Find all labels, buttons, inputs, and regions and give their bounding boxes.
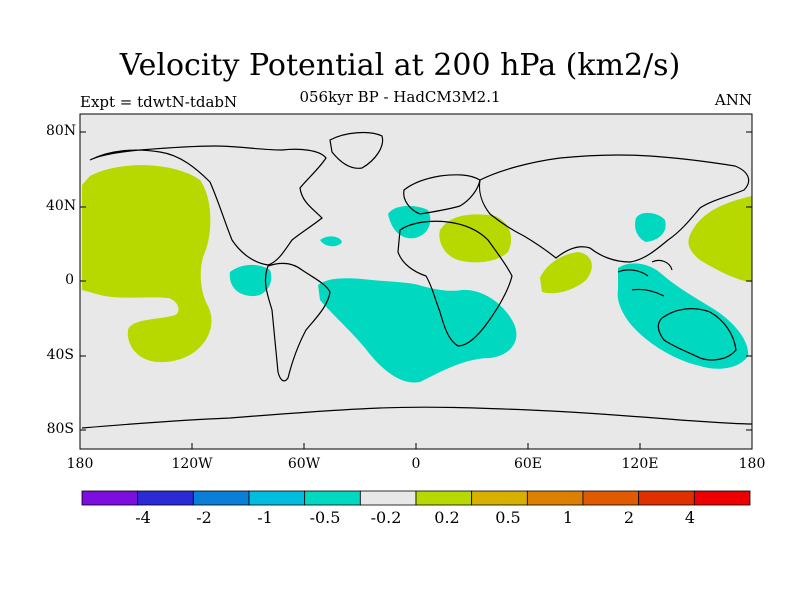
colorbar-segment — [137, 490, 194, 506]
colorbar-segment — [192, 490, 250, 506]
lon-tick-label: 0 — [411, 456, 421, 472]
west-pacific-positive-region — [688, 196, 752, 282]
colorbar-label: 0.2 — [434, 508, 460, 527]
colorbar-label: -1 — [257, 508, 273, 527]
lon-tick-label: 60E — [513, 456, 543, 472]
lat-tick-label: 80N — [46, 123, 77, 139]
colorbar-label: 4 — [684, 508, 696, 527]
lon-tick-label: 60W — [287, 456, 321, 472]
indian-ocean-positive-region — [540, 252, 592, 294]
colorbar-label: 1 — [562, 508, 574, 527]
colorbar-label: 0.5 — [495, 508, 521, 527]
page-subtitle: 056kyr BP - HadCM3M2.1 — [299, 88, 501, 106]
lat-tick-label: 0 — [65, 272, 74, 288]
colorbar-label: -4 — [135, 508, 151, 527]
antarctica-coastline — [81, 406, 753, 429]
lat-tick-label: 40N — [46, 198, 77, 214]
maritime-continent-negative-region — [617, 263, 749, 369]
greenland-coastline — [329, 131, 384, 169]
colorbar-label: -2 — [196, 508, 212, 527]
east-asia-negative-region — [635, 212, 666, 242]
indonesia-coastline — [617, 259, 673, 297]
colorbar-label: -0.5 — [309, 508, 341, 527]
europe-coastline — [403, 174, 481, 215]
colorbar-segment — [471, 490, 528, 506]
lon-tick-label: 180 — [738, 456, 766, 472]
colorbar-segment — [415, 490, 473, 506]
colorbar-label: -0.2 — [370, 508, 402, 527]
lon-tick-label: 120W — [171, 456, 213, 472]
africa-coastline — [397, 220, 513, 347]
colorbar-segment — [693, 490, 751, 506]
mid-atlantic-small-negative-region — [320, 236, 342, 247]
colorbar-segment — [526, 490, 584, 506]
colorbar-segment — [638, 490, 695, 506]
coastlines — [81, 131, 753, 429]
colorbar-segment — [582, 490, 640, 506]
colorbar-segment — [81, 490, 139, 506]
colorbar-segment — [248, 490, 306, 506]
north-pacific-positive-region — [82, 165, 212, 363]
australia-coastline — [657, 308, 737, 361]
north-africa-positive-region — [439, 214, 512, 263]
asia-coastline — [478, 154, 750, 263]
longitude-tick-marks — [79, 443, 753, 449]
colorbar-segment — [304, 490, 361, 506]
lon-tick-label: 120E — [621, 456, 659, 472]
south-atlantic-negative-region — [318, 278, 517, 383]
latitude-tick-marks — [80, 131, 752, 431]
colorbar — [81, 490, 751, 506]
colorbar-label: 2 — [623, 508, 635, 527]
experiment-label: Expt = tdwtN-tdabN — [80, 93, 238, 111]
north-america-coastline — [89, 145, 327, 266]
lat-tick-label: 40S — [46, 347, 74, 363]
lon-tick-label: 180 — [66, 456, 94, 472]
season-label: ANN — [714, 91, 752, 109]
lat-tick-label: 80S — [46, 421, 74, 437]
page-title: Velocity Potential at 200 hPa (km2/s) — [119, 48, 681, 83]
central-america-negative-region — [229, 264, 272, 297]
south-america-coastline — [264, 262, 331, 382]
positive-regions — [82, 165, 752, 363]
colorbar-segment — [359, 490, 417, 506]
